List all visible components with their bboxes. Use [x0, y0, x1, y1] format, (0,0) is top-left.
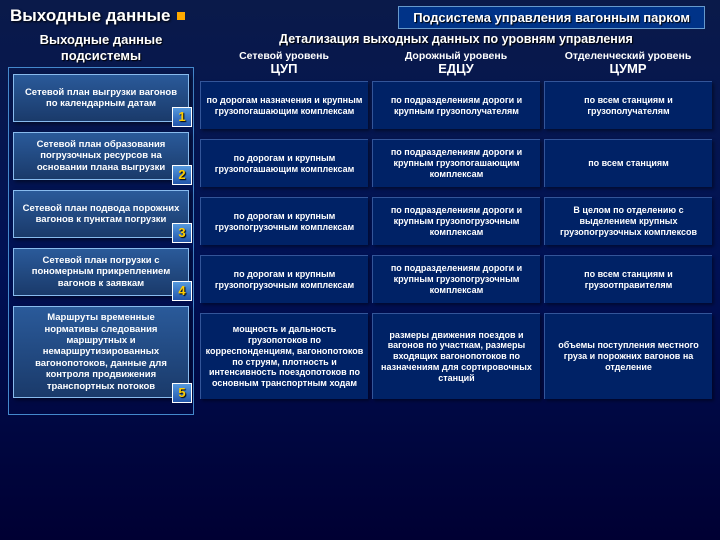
plan-number-badge: 2 — [172, 165, 192, 185]
left-heading: Выходные данные подсистемы — [8, 32, 194, 63]
plan-box: Сетевой план погрузки с пономерным прикр… — [13, 248, 189, 296]
plan-box: Сетевой план образования погрузочных рес… — [13, 132, 189, 180]
content: Выходные данные подсистемы Сетевой план … — [0, 32, 720, 415]
plan-box: Сетевой план подвода порожних вагонов к … — [13, 190, 189, 238]
data-row: по дорогам назначения и крупным грузопог… — [200, 81, 712, 129]
data-row: по дорогам и крупным грузопогрузочным ко… — [200, 255, 712, 303]
main-title: Выходные данные — [10, 6, 171, 26]
data-cell: объемы поступления местного груза и поро… — [544, 313, 712, 399]
plan-text: Сетевой план образования погрузочных рес… — [20, 139, 182, 173]
plan-box: Маршруты временные нормативы следования … — [13, 306, 189, 398]
plan-text: Сетевой план подвода порожних вагонов к … — [20, 203, 182, 226]
data-cell: по подразделениям дороги и крупным грузо… — [372, 81, 540, 129]
data-cell: по дорогам и крупным грузопогрузочным ко… — [200, 197, 368, 245]
data-rows: по дорогам назначения и крупным грузопог… — [200, 81, 712, 399]
plan-number-badge: 4 — [172, 281, 192, 301]
data-cell: В целом по отделению с выделением крупны… — [544, 197, 712, 245]
plan-number-badge: 5 — [172, 383, 192, 403]
tier-column-header: Сетевой уровеньЦУП — [200, 50, 368, 77]
data-cell: по подразделениям дороги и крупным грузо… — [372, 139, 540, 187]
data-cell: по дорогам и крупным грузопогрузочным ко… — [200, 255, 368, 303]
tier-column-header: Отделенческий уровеньЦУМР — [544, 50, 712, 77]
tier-column-header: Дорожный уровеньЕДЦУ — [372, 50, 540, 77]
data-cell: по подразделениям дороги и крупным грузо… — [372, 255, 540, 303]
tier-abbr: ЦУП — [200, 62, 368, 77]
subtitle-bar: Подсистема управления вагонным парком — [398, 6, 705, 29]
right-heading: Детализация выходных данных по уровням у… — [200, 32, 712, 47]
data-cell: по дорогам назначения и крупным грузопог… — [200, 81, 368, 129]
bullet-icon — [177, 12, 185, 20]
left-column: Выходные данные подсистемы Сетевой план … — [8, 32, 194, 415]
plan-number-badge: 3 — [172, 223, 192, 243]
tier-header: Сетевой уровеньЦУПДорожный уровеньЕДЦУОт… — [200, 50, 712, 77]
data-row: мощность и дальность грузопотоков по кор… — [200, 313, 712, 399]
right-column: Детализация выходных данных по уровням у… — [200, 32, 712, 415]
data-cell: мощность и дальность грузопотоков по кор… — [200, 313, 368, 399]
tier-abbr: ЕДЦУ — [372, 62, 540, 77]
plan-text: Сетевой план погрузки с пономерным прикр… — [20, 255, 182, 289]
plan-text: Сетевой план выгрузки вагонов по календа… — [20, 87, 182, 110]
data-cell: по всем станциям и грузоотправителям — [544, 255, 712, 303]
plan-text: Маршруты временные нормативы следования … — [20, 312, 182, 392]
plan-number-badge: 1 — [172, 107, 192, 127]
data-cell: по всем станциям — [544, 139, 712, 187]
data-cell: по подразделениям дороги и крупным грузо… — [372, 197, 540, 245]
data-row: по дорогам и крупным грузопогашающим ком… — [200, 139, 712, 187]
tier-abbr: ЦУМР — [544, 62, 712, 77]
data-cell: по всем станциям и грузополучателям — [544, 81, 712, 129]
data-cell: размеры движения поездов и вагонов по уч… — [372, 313, 540, 399]
data-cell: по дорогам и крупным грузопогашающим ком… — [200, 139, 368, 187]
data-row: по дорогам и крупным грузопогрузочным ко… — [200, 197, 712, 245]
plan-box: Сетевой план выгрузки вагонов по календа… — [13, 74, 189, 122]
plans-frame: Сетевой план выгрузки вагонов по календа… — [8, 67, 194, 415]
